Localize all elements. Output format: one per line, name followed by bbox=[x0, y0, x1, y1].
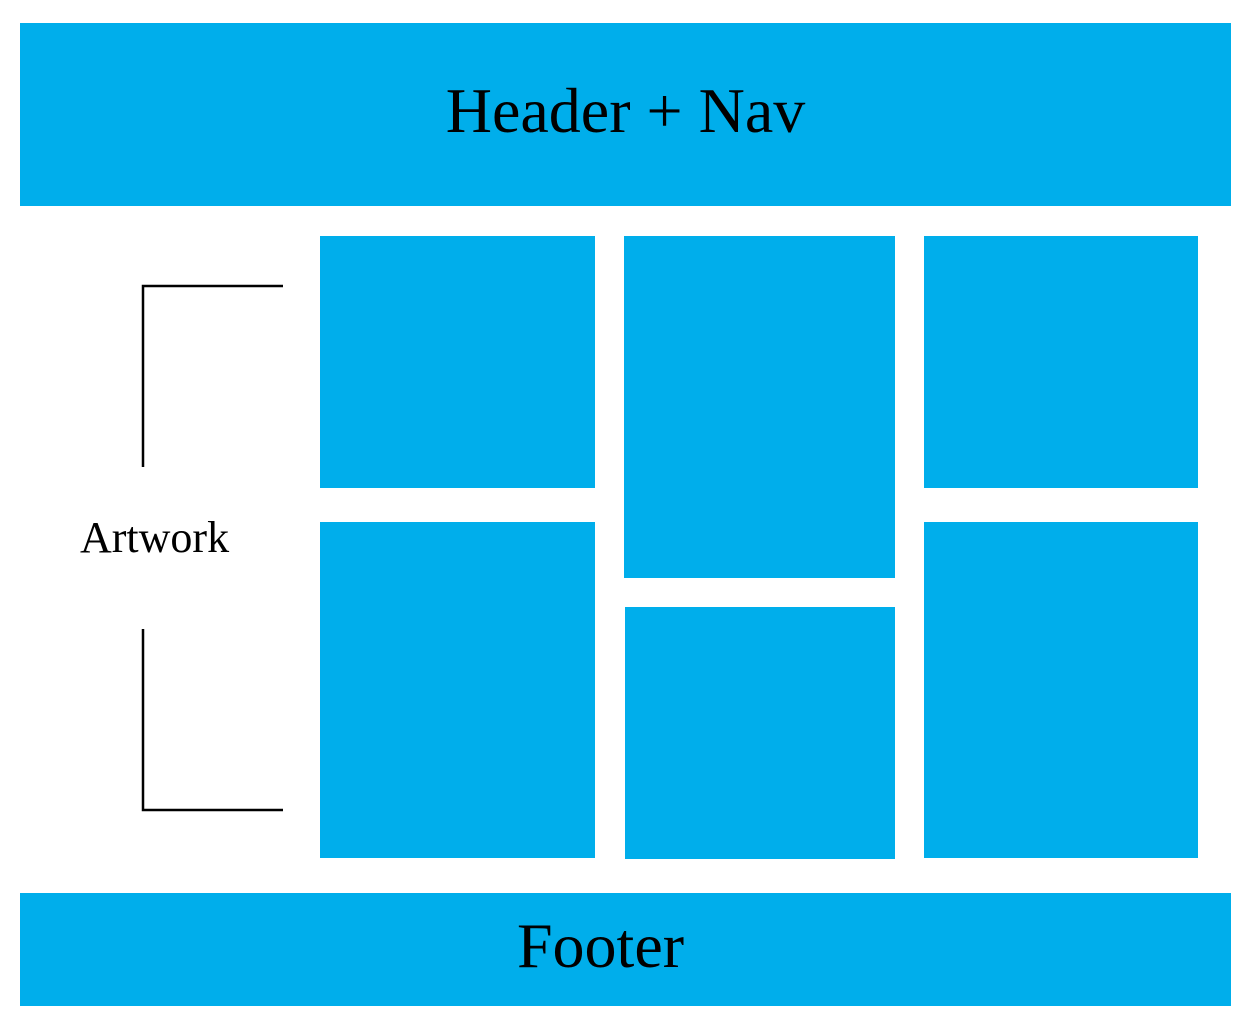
footer-title: Footer bbox=[516, 909, 685, 981]
artwork-tile bbox=[625, 607, 895, 859]
artwork-tile bbox=[924, 522, 1198, 858]
artwork-tile bbox=[924, 236, 1198, 488]
header-nav-block: Header + Nav bbox=[20, 23, 1231, 206]
artwork-tile bbox=[624, 236, 895, 578]
header-title: Header + Nav bbox=[445, 74, 806, 146]
artwork-tile bbox=[320, 236, 595, 488]
bracket-top bbox=[141, 284, 283, 467]
bracket-bottom bbox=[141, 629, 283, 812]
footer-block: Footer bbox=[20, 893, 1231, 1006]
artwork-tile bbox=[320, 522, 595, 858]
artwork-label: Artwork bbox=[80, 513, 230, 562]
